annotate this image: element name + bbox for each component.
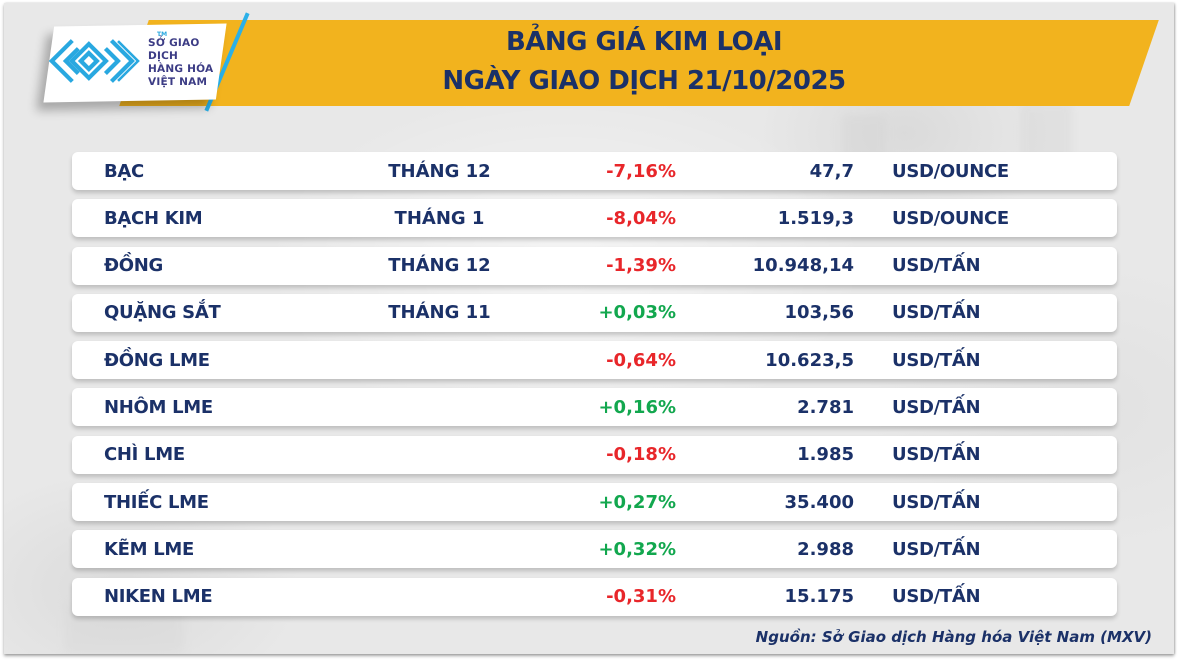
price-row: CHÌ LME -0,18% 1.985 USD/TẤN: [72, 435, 1117, 474]
price-unit: USD/TẤN: [892, 349, 981, 371]
price-row: BẠCH KIM THÁNG 1 -8,04% 1.519,3 USD/OUNC…: [72, 199, 1117, 238]
price-value: 1.519,3: [777, 207, 854, 229]
price-row: NIKEN LME -0,31% 15.175 USD/TẤN: [72, 577, 1117, 616]
price-row: NHÔM LME +0,16% 2.781 USD/TẤN: [72, 388, 1117, 427]
commodity-name: QUẶNG SẮT: [104, 302, 221, 324]
price-row: THIẾC LME +0,27% 35.400 USD/TẤN: [72, 483, 1117, 522]
percent-change: -8,04%: [606, 207, 676, 229]
price-unit: USD/TẤN: [892, 444, 981, 466]
price-value: 10.623,5: [765, 349, 854, 371]
percent-change: +0,16%: [598, 396, 676, 418]
price-row: ĐỒNG THÁNG 12 -1,39% 10.948,14 USD/TẤN: [72, 246, 1117, 285]
percent-change: -0,18%: [606, 444, 676, 466]
price-unit: USD/OUNCE: [892, 160, 1009, 182]
price-value: 2.988: [797, 538, 854, 560]
price-value: 10.948,14: [752, 255, 854, 277]
percent-change: +0,27%: [598, 491, 676, 513]
logo-org-line1: SỞ GIAO DỊCH: [148, 37, 200, 63]
commodity-name: ĐỒNG LME: [104, 349, 210, 371]
price-unit: USD/TẤN: [892, 396, 981, 418]
price-unit: USD/TẤN: [892, 491, 981, 513]
trademark-label: TM: [157, 31, 168, 39]
price-value: 47,7: [809, 160, 854, 182]
commodity-name: KẼM LME: [104, 538, 195, 560]
mxv-logo: TM SỞ GIAO DỊCH HÀNG HÓA VIỆT NAM: [48, 25, 222, 101]
commodity-name: CHÌ LME: [104, 444, 185, 466]
contract-month: THÁNG 11: [388, 302, 491, 324]
percent-change: -0,31%: [606, 586, 676, 608]
source-note: Nguồn: Sở Giao dịch Hàng hóa Việt Nam (M…: [755, 628, 1152, 646]
commodity-name: NIKEN LME: [104, 586, 213, 608]
logo-org-name: SỞ GIAO DỊCH HÀNG HÓA VIỆT NAM: [148, 37, 221, 89]
price-unit: USD/TẤN: [892, 538, 981, 560]
price-unit: USD/TẤN: [892, 302, 981, 324]
commodity-name: NHÔM LME: [104, 396, 213, 418]
price-board-canvas: TM SỞ GIAO DỊCH HÀNG HÓA VIỆT NAM: [4, 3, 1174, 654]
board-title-line2: NGÀY GIAO DỊCH 21/10/2025: [442, 66, 846, 96]
contract-month: THÁNG 1: [394, 207, 485, 229]
percent-change: +0,03%: [598, 302, 676, 324]
price-row: KẼM LME +0,32% 2.988 USD/TẤN: [72, 530, 1117, 569]
percent-change: -1,39%: [606, 255, 676, 277]
commodity-name: BẠC: [104, 160, 144, 182]
contract-month: THÁNG 12: [388, 255, 491, 277]
price-value: 103,56: [784, 302, 854, 324]
percent-change: -0,64%: [606, 349, 676, 371]
price-row: BẠC THÁNG 12 -7,16% 47,7 USD/OUNCE: [72, 152, 1117, 190]
contract-month: THÁNG 12: [388, 160, 491, 182]
board-title: BẢNG GIÁ KIM LOẠI NGÀY GIAO DỊCH 21/10/2…: [344, 23, 944, 101]
price-value: 35.400: [784, 491, 854, 513]
price-row: ĐỒNG LME -0,64% 10.623,5 USD/TẤN: [72, 341, 1117, 380]
price-unit: USD/TẤN: [892, 586, 981, 608]
price-value: 1.985: [797, 444, 854, 466]
commodity-name: BẠCH KIM: [104, 207, 203, 229]
price-row: QUẶNG SẮT THÁNG 11 +0,03% 103,56 USD/TẤN: [72, 293, 1117, 332]
commodity-name: ĐỒNG: [104, 255, 164, 277]
mxv-diamond-chevrons-icon: [48, 38, 141, 88]
commodity-name: THIẾC LME: [104, 491, 209, 513]
board-title-line1: BẢNG GIÁ KIM LOẠI: [505, 27, 783, 57]
price-table: BẠC THÁNG 12 -7,16% 47,7 USD/OUNCE BẠCH …: [72, 152, 1117, 625]
logo-org-line2: HÀNG HÓA: [148, 62, 214, 75]
price-value: 15.175: [784, 586, 854, 608]
price-unit: USD/TẤN: [892, 255, 981, 277]
price-unit: USD/OUNCE: [892, 207, 1009, 229]
percent-change: +0,32%: [598, 538, 676, 560]
mxv-logo-plate: TM SỞ GIAO DỊCH HÀNG HÓA VIỆT NAM: [43, 23, 227, 103]
price-value: 2.781: [797, 396, 854, 418]
logo-org-line3: VIỆT NAM: [148, 75, 208, 88]
percent-change: -7,16%: [606, 160, 676, 182]
